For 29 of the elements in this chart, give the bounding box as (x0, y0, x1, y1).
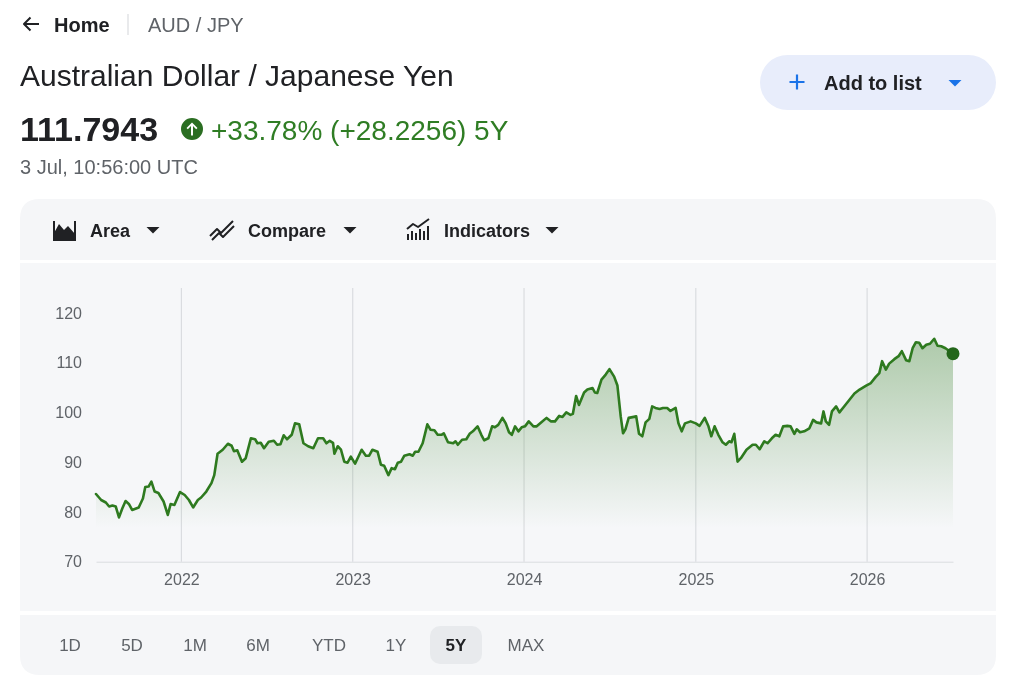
y-tick-label: 90 (64, 453, 83, 471)
y-tick-label: 100 (55, 404, 83, 422)
x-tick-label: 2022 (164, 571, 200, 589)
chart-title: Australian Dollar / Japanese Yen (20, 59, 454, 92)
text: +33.78% (+28.2256) 5Y (211, 115, 509, 146)
text: AUD / JPY (148, 14, 244, 36)
x-tick-label: 2026 (849, 571, 886, 589)
text: 6M (246, 636, 270, 655)
x-tick-label: 2024 (506, 571, 543, 589)
text: 111.7943 (20, 110, 159, 148)
x-tick-label: 2025 (678, 571, 715, 589)
x-tick-label: 2023 (335, 571, 372, 589)
text: 1D (59, 636, 81, 655)
text: Add to list (824, 72, 923, 94)
text: 1M (183, 636, 207, 655)
y-tick-label: 120 (55, 304, 83, 322)
text: Home (54, 14, 110, 36)
text: Indicators (444, 221, 531, 241)
text: Compare (248, 221, 327, 241)
text: 5Y (445, 636, 468, 655)
text: 3 Jul, 10:56:00 UTC (20, 156, 198, 178)
y-tick-label: 80 (64, 503, 83, 521)
text: 5D (121, 636, 143, 655)
text: MAX (507, 636, 545, 655)
text: YTD (312, 636, 346, 655)
y-tick-label: 70 (64, 553, 83, 571)
y-tick-label: 110 (56, 354, 83, 372)
text: 1Y (385, 636, 407, 655)
text: Area (90, 221, 132, 241)
